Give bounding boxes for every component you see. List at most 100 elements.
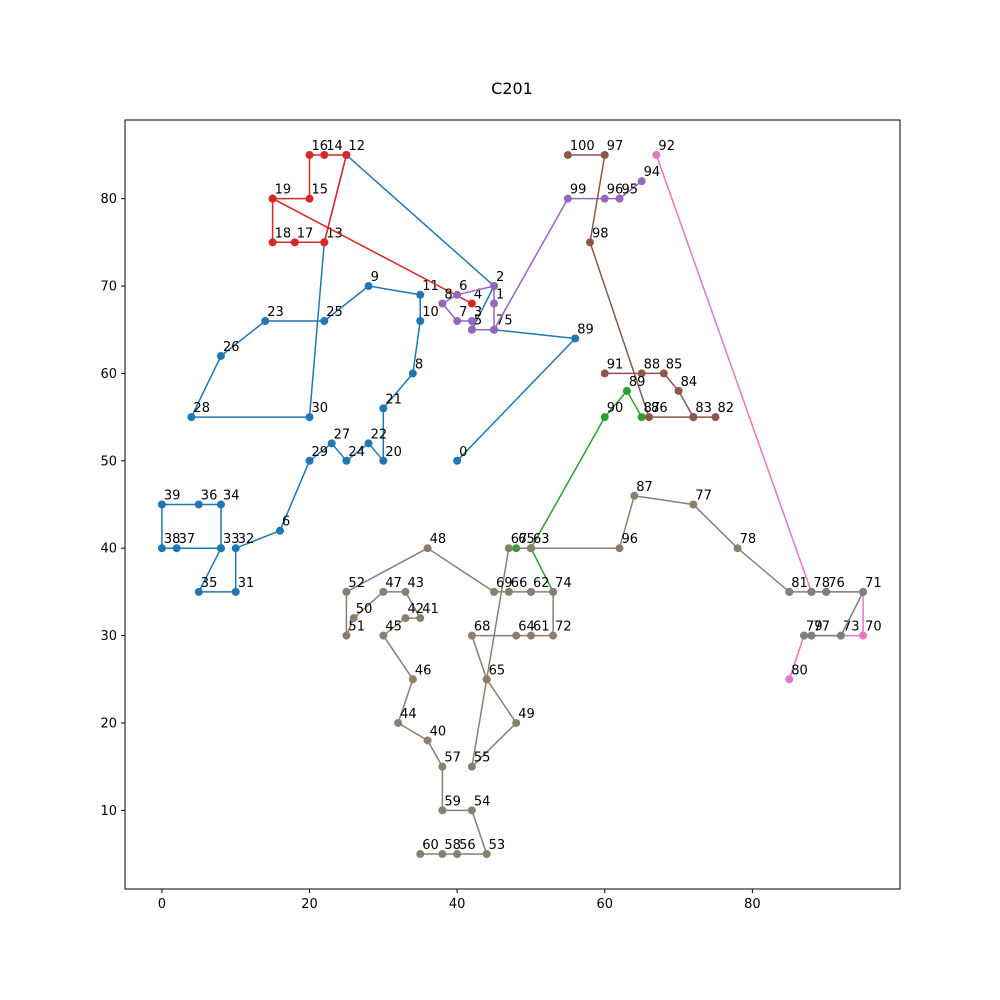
route-point: [467, 631, 476, 640]
point-label: 32: [238, 532, 255, 547]
point-label: 12: [348, 139, 365, 154]
point-label: 60: [422, 838, 439, 853]
point-label: 42: [407, 602, 424, 617]
point-label: 16: [312, 139, 329, 154]
point-label: 8: [415, 357, 423, 372]
route-point: [453, 850, 462, 859]
route-point: [342, 587, 351, 596]
route-point: [216, 351, 225, 360]
route-point: [268, 238, 277, 247]
point-label: 33: [223, 532, 240, 547]
point-label: 8: [444, 288, 452, 303]
point-label: 88: [644, 357, 661, 372]
point-label: 17: [297, 226, 314, 241]
point-label: 100: [570, 139, 595, 154]
route-point: [622, 386, 631, 395]
point-label: 58: [444, 838, 461, 853]
route-point: [689, 500, 698, 509]
route-point: [711, 413, 720, 422]
route-point: [349, 614, 358, 623]
point-label: 98: [592, 226, 609, 241]
point-label: 81: [791, 576, 808, 591]
route-point: [467, 325, 476, 334]
point-label: 95: [622, 183, 639, 198]
route-point: [549, 587, 558, 596]
route-line: [516, 390, 643, 593]
point-label: 85: [666, 357, 683, 372]
point-label: 1: [496, 288, 504, 303]
x-tick-label: 20: [301, 897, 318, 912]
route-point: [600, 369, 609, 378]
route-point: [615, 544, 624, 553]
route-point: [305, 456, 314, 465]
route-point: [807, 587, 816, 596]
point-label: 24: [348, 445, 365, 460]
route-point: [733, 544, 742, 553]
route-point: [637, 369, 646, 378]
point-label: 94: [644, 165, 661, 180]
point-label: 65: [489, 663, 506, 678]
x-tick-label: 80: [744, 897, 761, 912]
route-point: [157, 500, 166, 509]
point-label: 62: [533, 576, 550, 591]
point-label: 74: [555, 576, 572, 591]
point-label: 2: [496, 270, 504, 285]
point-label: 18: [275, 226, 292, 241]
route-point: [490, 282, 499, 291]
route-point: [674, 386, 683, 395]
point-label: 20: [385, 445, 402, 460]
route-point: [261, 316, 270, 325]
route-point: [490, 325, 499, 334]
route-point: [490, 299, 499, 308]
route-point: [342, 631, 351, 640]
route-point: [416, 850, 425, 859]
point-label: 15: [312, 183, 329, 198]
route-point: [563, 194, 572, 203]
point-label: 29: [312, 445, 329, 460]
point-label: 76: [828, 576, 845, 591]
point-label: 63: [533, 532, 550, 547]
route-point: [645, 413, 654, 422]
point-label: 90: [607, 401, 624, 416]
point-label: 77: [813, 620, 830, 635]
route-point: [800, 631, 809, 640]
route-point: [490, 587, 499, 596]
route-point: [689, 413, 698, 422]
point-label: 87: [636, 480, 653, 495]
point-label: 30: [312, 401, 329, 416]
route-3: 100 97 98 86 83 82 84 85 88 91: [563, 139, 734, 422]
route-point: [482, 675, 491, 684]
point-label: 91: [607, 357, 624, 372]
point-label: 44: [400, 707, 417, 722]
route-point: [379, 587, 388, 596]
x-tick-label: 60: [596, 897, 613, 912]
route-point: [394, 718, 403, 727]
point-label: 82: [717, 401, 734, 416]
point-label: 22: [371, 427, 388, 442]
route-point: [822, 587, 831, 596]
point-label: 11: [422, 279, 439, 294]
point-label: 66: [511, 576, 528, 591]
point-label: 47: [385, 576, 402, 591]
point-label: 4: [474, 288, 482, 303]
point-label: 7: [459, 305, 467, 320]
route-point: [305, 194, 314, 203]
point-label: 35: [201, 576, 218, 591]
y-tick-label: 10: [100, 804, 117, 819]
route-point: [379, 404, 388, 413]
point-label: 23: [267, 305, 284, 320]
route-point: [231, 587, 240, 596]
point-label: 21: [385, 392, 402, 407]
route-point: [512, 718, 521, 727]
point-label: 59: [444, 794, 461, 809]
route-point: [637, 177, 646, 186]
route-point: [615, 194, 624, 203]
point-label: 14: [326, 139, 343, 154]
point-label: 19: [275, 183, 292, 198]
point-label: 87: [644, 401, 661, 416]
route-point: [836, 631, 845, 640]
route-point: [785, 587, 794, 596]
